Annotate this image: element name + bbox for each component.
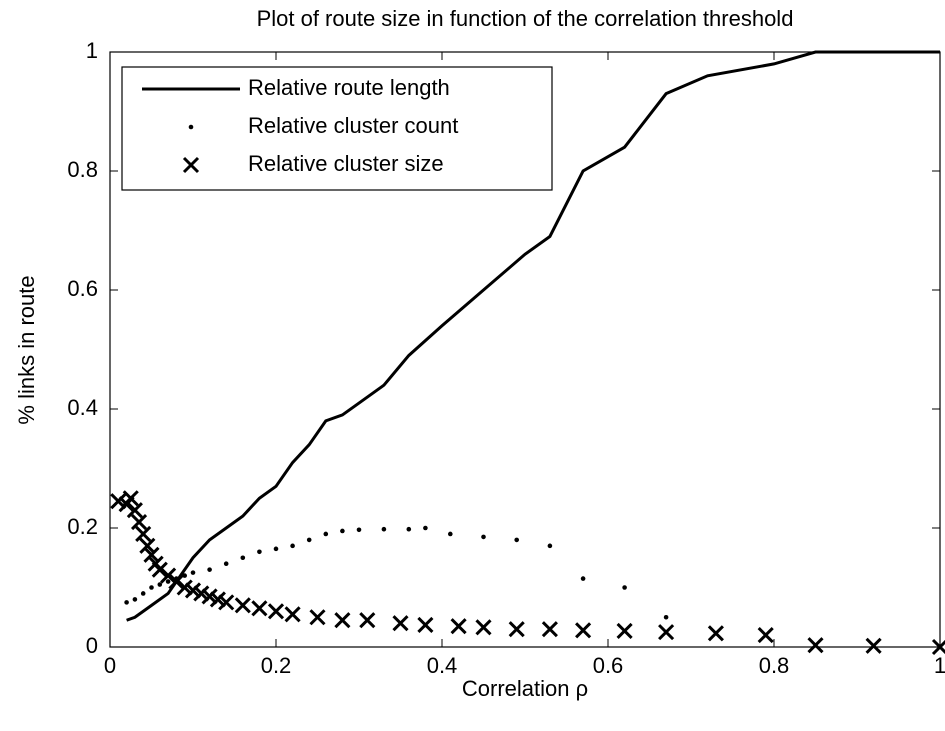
data-dot xyxy=(663,614,669,620)
data-cross xyxy=(508,621,525,638)
data-cross xyxy=(234,597,251,614)
data-dot xyxy=(157,582,163,587)
x-tick-label: 0.4 xyxy=(427,653,458,678)
data-cross xyxy=(392,615,409,632)
data-dot xyxy=(580,576,586,581)
legend-label: Relative route length xyxy=(248,75,450,100)
data-cross xyxy=(139,537,156,554)
x-tick-label: 0 xyxy=(104,653,116,678)
data-cross xyxy=(807,637,824,654)
y-axis-label: % links in route xyxy=(14,275,39,424)
data-cross xyxy=(218,594,235,611)
x-tick-label: 0.8 xyxy=(759,653,790,678)
data-dot xyxy=(182,573,187,578)
data-cross xyxy=(450,618,467,635)
x-axis-label: Correlation ρ xyxy=(462,676,588,701)
y-tick-label: 0.8 xyxy=(67,157,98,182)
data-dot xyxy=(622,585,627,590)
data-cross xyxy=(757,627,774,644)
y-tick-label: 0.4 xyxy=(67,395,98,420)
data-dot xyxy=(448,531,453,537)
data-cross xyxy=(143,546,160,563)
data-dot xyxy=(190,570,196,575)
x-tick-label: 0.2 xyxy=(261,653,292,678)
data-cross xyxy=(417,616,434,634)
data-cross xyxy=(616,622,633,639)
plot-frame xyxy=(109,51,941,648)
data-dot xyxy=(290,543,295,549)
data-dot xyxy=(207,567,212,572)
data-dot xyxy=(132,597,138,602)
data-cross xyxy=(475,619,492,636)
data-cross xyxy=(707,625,724,642)
data-cross xyxy=(126,502,143,519)
data-cross xyxy=(130,513,148,531)
data-cross xyxy=(168,573,185,590)
data-dot xyxy=(257,549,262,555)
data-dot xyxy=(481,534,486,540)
data-cross xyxy=(251,600,268,617)
data-dot xyxy=(381,526,387,532)
data-cross xyxy=(151,561,168,578)
y-tick-label: 0.6 xyxy=(67,276,98,301)
data-dot xyxy=(406,526,412,532)
data-cross xyxy=(865,637,882,654)
chart-title: Plot of route size in function of the co… xyxy=(257,6,794,31)
data-dot xyxy=(547,543,553,549)
x-tick-label: 1 xyxy=(934,653,945,678)
data-cross xyxy=(284,606,301,623)
data-cross xyxy=(160,567,177,584)
data-cross xyxy=(309,609,326,626)
data-dot xyxy=(306,537,312,543)
data-cross xyxy=(122,490,139,507)
legend-label: Relative cluster size xyxy=(248,151,444,176)
data-dot xyxy=(356,527,362,533)
data-dot xyxy=(149,585,154,590)
legend-swatch xyxy=(182,156,200,174)
y-tick-label: 0 xyxy=(86,633,98,658)
data-cross xyxy=(334,612,351,629)
data-cross xyxy=(267,603,285,620)
data-cross xyxy=(135,525,152,543)
legend-label: Relative cluster count xyxy=(248,113,458,138)
y-tick-label: 0.2 xyxy=(67,514,98,539)
data-dot xyxy=(223,561,229,566)
legend: Relative route length Relative cluster co… xyxy=(121,66,553,191)
data-dot xyxy=(140,591,146,596)
data-line xyxy=(126,50,940,622)
data-dot xyxy=(340,528,345,534)
y-tick-label: 1 xyxy=(86,38,98,63)
data-dot xyxy=(240,555,246,561)
legend-swatch xyxy=(188,124,194,130)
data-dot xyxy=(124,600,129,605)
data-dot xyxy=(323,531,329,537)
data-cross xyxy=(541,621,558,638)
data-cross xyxy=(658,624,675,641)
data-dot xyxy=(165,579,171,584)
data-cross xyxy=(359,612,376,629)
data-dot xyxy=(273,546,279,552)
data-dot xyxy=(423,525,428,531)
data-cross xyxy=(575,622,592,639)
data-dot xyxy=(514,537,519,543)
x-tick-label: 0.6 xyxy=(593,653,624,678)
